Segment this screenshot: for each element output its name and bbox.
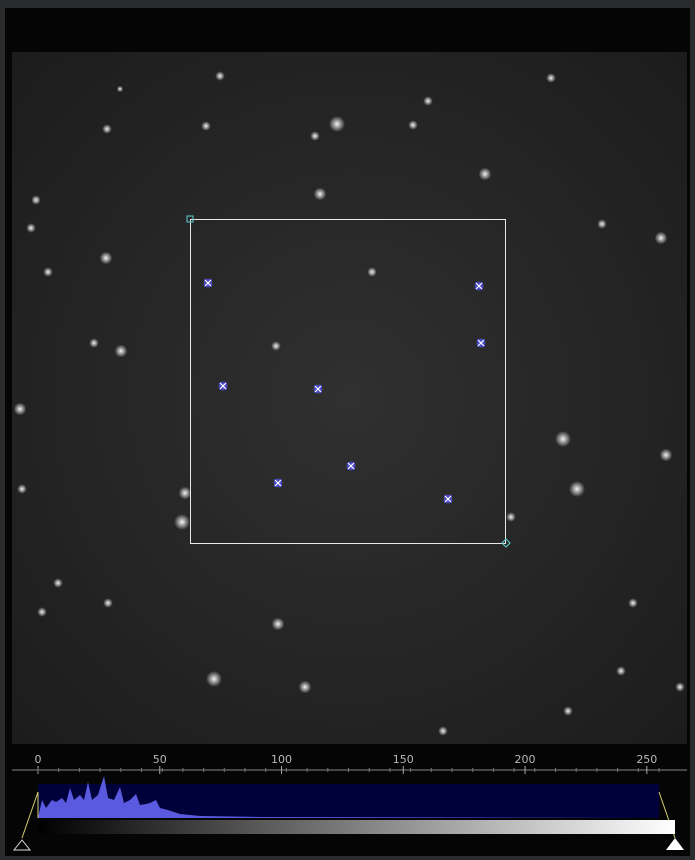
spot [174, 514, 190, 530]
spot [298, 680, 312, 694]
spot [201, 121, 211, 131]
tick-label: 0 [35, 753, 42, 766]
spot [310, 131, 320, 141]
spot [654, 231, 668, 245]
spot [506, 512, 516, 522]
roi-handle[interactable] [186, 215, 194, 223]
spot [563, 706, 573, 716]
spot [103, 598, 113, 608]
white-point-handle[interactable] [666, 838, 684, 850]
spot [616, 666, 626, 676]
detection-markers [203, 278, 486, 504]
histogram-bars [38, 776, 659, 818]
spot [408, 120, 418, 130]
marker-cross [274, 479, 282, 487]
spot [597, 219, 607, 229]
spot [99, 251, 113, 265]
spot [329, 116, 345, 132]
spot [628, 598, 638, 608]
histogram-ticks: 0 50 100 150 200 250 [35, 753, 660, 774]
spot [17, 484, 27, 494]
spot [271, 341, 281, 351]
tick-label: 200 [515, 753, 536, 766]
image[interactable] [12, 52, 687, 744]
lut-bar [38, 820, 675, 834]
marker-cross [204, 279, 212, 287]
roi-handle[interactable] [501, 538, 511, 548]
marker-cross [444, 495, 452, 503]
spot [178, 486, 192, 500]
spot [31, 195, 41, 205]
roi-rectangle[interactable] [190, 219, 506, 544]
spot [102, 124, 112, 134]
spot [89, 338, 99, 348]
spot [659, 448, 673, 462]
tick-label: 100 [271, 753, 292, 766]
spot [271, 617, 285, 631]
spot [37, 607, 47, 617]
spot [675, 682, 685, 692]
spot [206, 671, 222, 687]
black-point-handle[interactable] [12, 839, 32, 851]
spot [53, 578, 63, 588]
tick-label: 50 [153, 753, 167, 766]
spot [569, 481, 585, 497]
tick-label: 150 [393, 753, 414, 766]
marker-cross [219, 382, 227, 390]
spot [26, 223, 36, 233]
spot [546, 73, 556, 83]
marker-cross [314, 385, 322, 393]
spot [215, 71, 225, 81]
black-point-curve [21, 791, 39, 839]
spot [423, 96, 433, 106]
spot [478, 167, 492, 181]
marker-cross [477, 339, 485, 347]
marker-cross [347, 462, 355, 470]
spot [555, 431, 571, 447]
spot [367, 267, 377, 277]
spot [13, 402, 27, 416]
tick-label: 250 [636, 753, 657, 766]
spot [43, 267, 53, 277]
spot [114, 344, 128, 358]
spot [313, 187, 327, 201]
spot [116, 85, 124, 93]
marker-cross [475, 282, 483, 290]
spot [438, 726, 448, 736]
image-spots [13, 71, 685, 736]
